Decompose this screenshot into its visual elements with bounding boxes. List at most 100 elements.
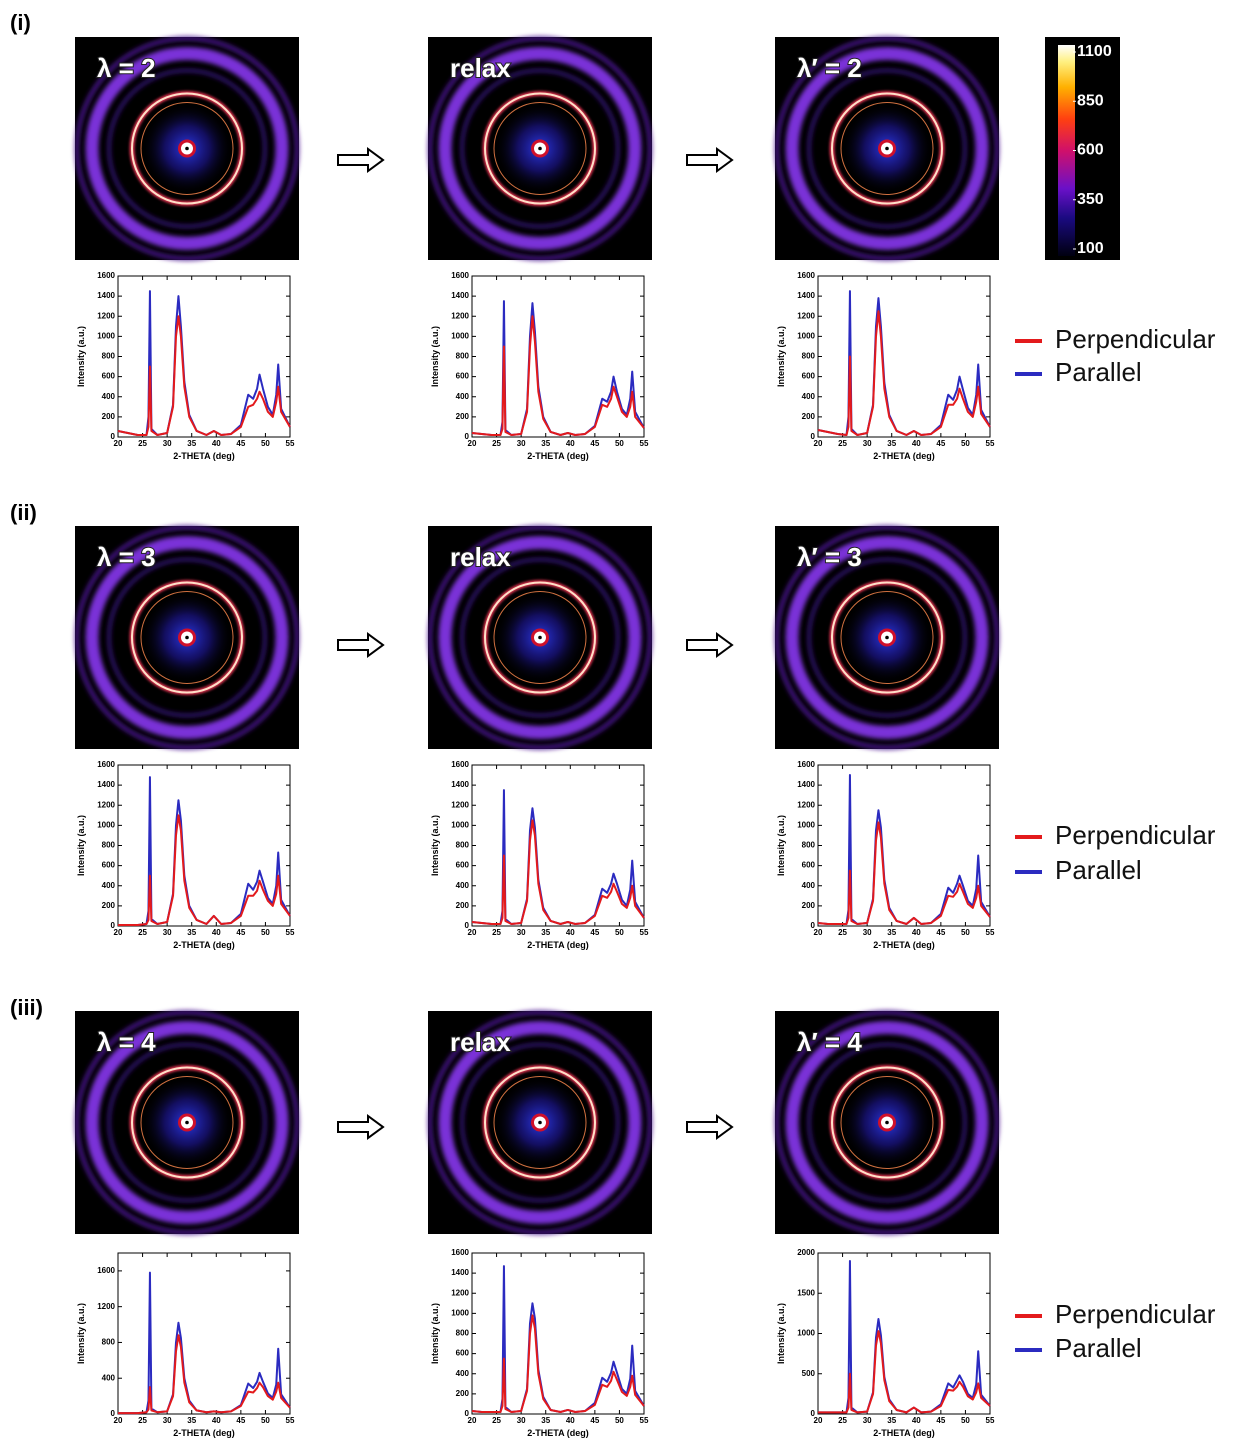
x-tick-label: 20 — [468, 928, 477, 937]
beam-center — [185, 146, 189, 151]
plot-frame — [117, 764, 291, 927]
colorbar-frame — [1045, 37, 1120, 260]
plot-frame — [817, 1252, 991, 1415]
x-tick-label: 35 — [187, 1416, 196, 1425]
outer-faint-ring — [75, 525, 299, 750]
y-tick-label: 400 — [456, 1369, 470, 1378]
x-tick-label: 25 — [492, 928, 501, 937]
outer-ring — [438, 47, 642, 250]
plot-frame — [817, 275, 991, 438]
y-tick-label: 1400 — [97, 780, 115, 789]
series-line — [471, 315, 645, 436]
y-tick-label: 1600 — [97, 760, 115, 769]
xrd-chart: 20 25 30 35 40 45 50 55 0 200 400 600 800 1000 1200 140… — [76, 271, 295, 461]
y-axis-label: Intensity (a.u.) — [776, 326, 786, 387]
x-tick-label: 55 — [286, 439, 295, 448]
x-tick-label: 55 — [986, 1416, 995, 1425]
y-tick-label: 1600 — [451, 1248, 469, 1257]
image-label: λ′ = 3 — [797, 542, 862, 572]
y-tick-label: 200 — [102, 901, 116, 910]
xrd-chart: 20 25 30 35 40 45 50 55 0 500 1000 1500 2000 2-THETA … — [776, 1248, 995, 1438]
x-tick-label: 55 — [986, 439, 995, 448]
image-label: λ = 2 — [97, 53, 156, 83]
y-tick-label: 0 — [465, 1409, 470, 1418]
y-tick-label: 0 — [811, 1409, 816, 1418]
outer-faint-ring — [775, 36, 999, 261]
outer-ring — [85, 47, 289, 250]
x-tick-label: 40 — [912, 439, 921, 448]
legend-label: Parallel — [1055, 855, 1142, 885]
series-line — [118, 814, 291, 926]
row-label: (iii) — [10, 995, 43, 1020]
x-tick-label: 35 — [887, 1416, 896, 1425]
x-tick-label: 30 — [863, 1416, 872, 1425]
outer-faint-ring — [775, 525, 999, 750]
xrd-chart: 20 25 30 35 40 45 50 55 0 200 400 600 800 1000 1200 140… — [76, 760, 295, 950]
inner-ring — [493, 102, 587, 195]
y-tick-label: 1200 — [451, 311, 469, 320]
diffraction-image: relax — [428, 1010, 652, 1235]
inner-ring — [840, 591, 934, 684]
mid-ring — [460, 1043, 620, 1202]
mid-ring — [807, 1043, 967, 1202]
x-tick-label: 30 — [517, 928, 526, 937]
y-tick-label: 1000 — [97, 331, 115, 340]
y-tick-label: 600 — [102, 372, 116, 381]
x-tick-label: 35 — [541, 439, 550, 448]
bright-ring — [484, 581, 596, 694]
outer-ring — [785, 536, 989, 739]
x-tick-label: 50 — [615, 1416, 624, 1425]
x-tick-label: 55 — [286, 1416, 295, 1425]
y-tick-label: 1200 — [97, 800, 115, 809]
y-tick-label: 200 — [102, 412, 116, 421]
x-tick-label: 20 — [468, 1416, 477, 1425]
x-tick-label: 40 — [566, 439, 575, 448]
y-tick-label: 0 — [811, 921, 816, 930]
bright-ring — [131, 92, 243, 205]
beam-center — [538, 635, 542, 640]
colorbar-tick-label: 350 — [1077, 191, 1104, 208]
x-tick-label: 45 — [590, 928, 599, 937]
x-tick-label: 45 — [236, 439, 245, 448]
diffraction-image: λ = 4 — [75, 1010, 299, 1235]
x-tick-label: 55 — [986, 928, 995, 937]
beam-center — [538, 1120, 542, 1125]
row-label: (ii) — [10, 500, 37, 525]
plot-frame — [471, 275, 645, 438]
x-tick-label: 30 — [863, 928, 872, 937]
y-tick-label: 600 — [456, 861, 470, 870]
mid-ring — [807, 69, 967, 228]
x-tick-label: 35 — [887, 439, 896, 448]
image-label: relax — [450, 1027, 511, 1057]
bright-ring — [131, 581, 243, 694]
image-label: relax — [450, 542, 511, 572]
y-tick-label: 200 — [456, 1389, 470, 1398]
mid-ring — [107, 1043, 267, 1202]
series-line — [471, 1314, 645, 1413]
y-tick-label: 0 — [465, 921, 470, 930]
image-label: λ′ = 2 — [797, 53, 862, 83]
x-axis-label: 2-THETA (deg) — [873, 451, 935, 461]
diffraction-image: relax — [428, 525, 652, 750]
outer-faint-ring — [428, 36, 652, 261]
x-axis-label: 2-THETA (deg) — [527, 1428, 589, 1438]
x-tick-label: 45 — [590, 439, 599, 448]
y-tick-label: 600 — [802, 861, 816, 870]
x-tick-label: 35 — [541, 928, 550, 937]
x-tick-label: 20 — [814, 928, 823, 937]
x-tick-label: 55 — [286, 928, 295, 937]
colorbar-tick-label: 100 — [1077, 240, 1104, 257]
y-tick-label: 600 — [102, 861, 116, 870]
x-tick-label: 50 — [961, 928, 970, 937]
mid-ring — [107, 558, 267, 717]
outer-ring — [438, 536, 642, 739]
outer-faint-ring — [428, 1010, 652, 1235]
outer-faint-ring — [428, 525, 652, 750]
y-tick-label: 0 — [111, 432, 116, 441]
y-tick-label: 400 — [102, 1373, 116, 1382]
mid-ring — [460, 69, 620, 228]
y-tick-label: 1200 — [97, 1302, 115, 1311]
y-tick-label: 500 — [802, 1369, 816, 1378]
x-tick-label: 25 — [838, 928, 847, 937]
